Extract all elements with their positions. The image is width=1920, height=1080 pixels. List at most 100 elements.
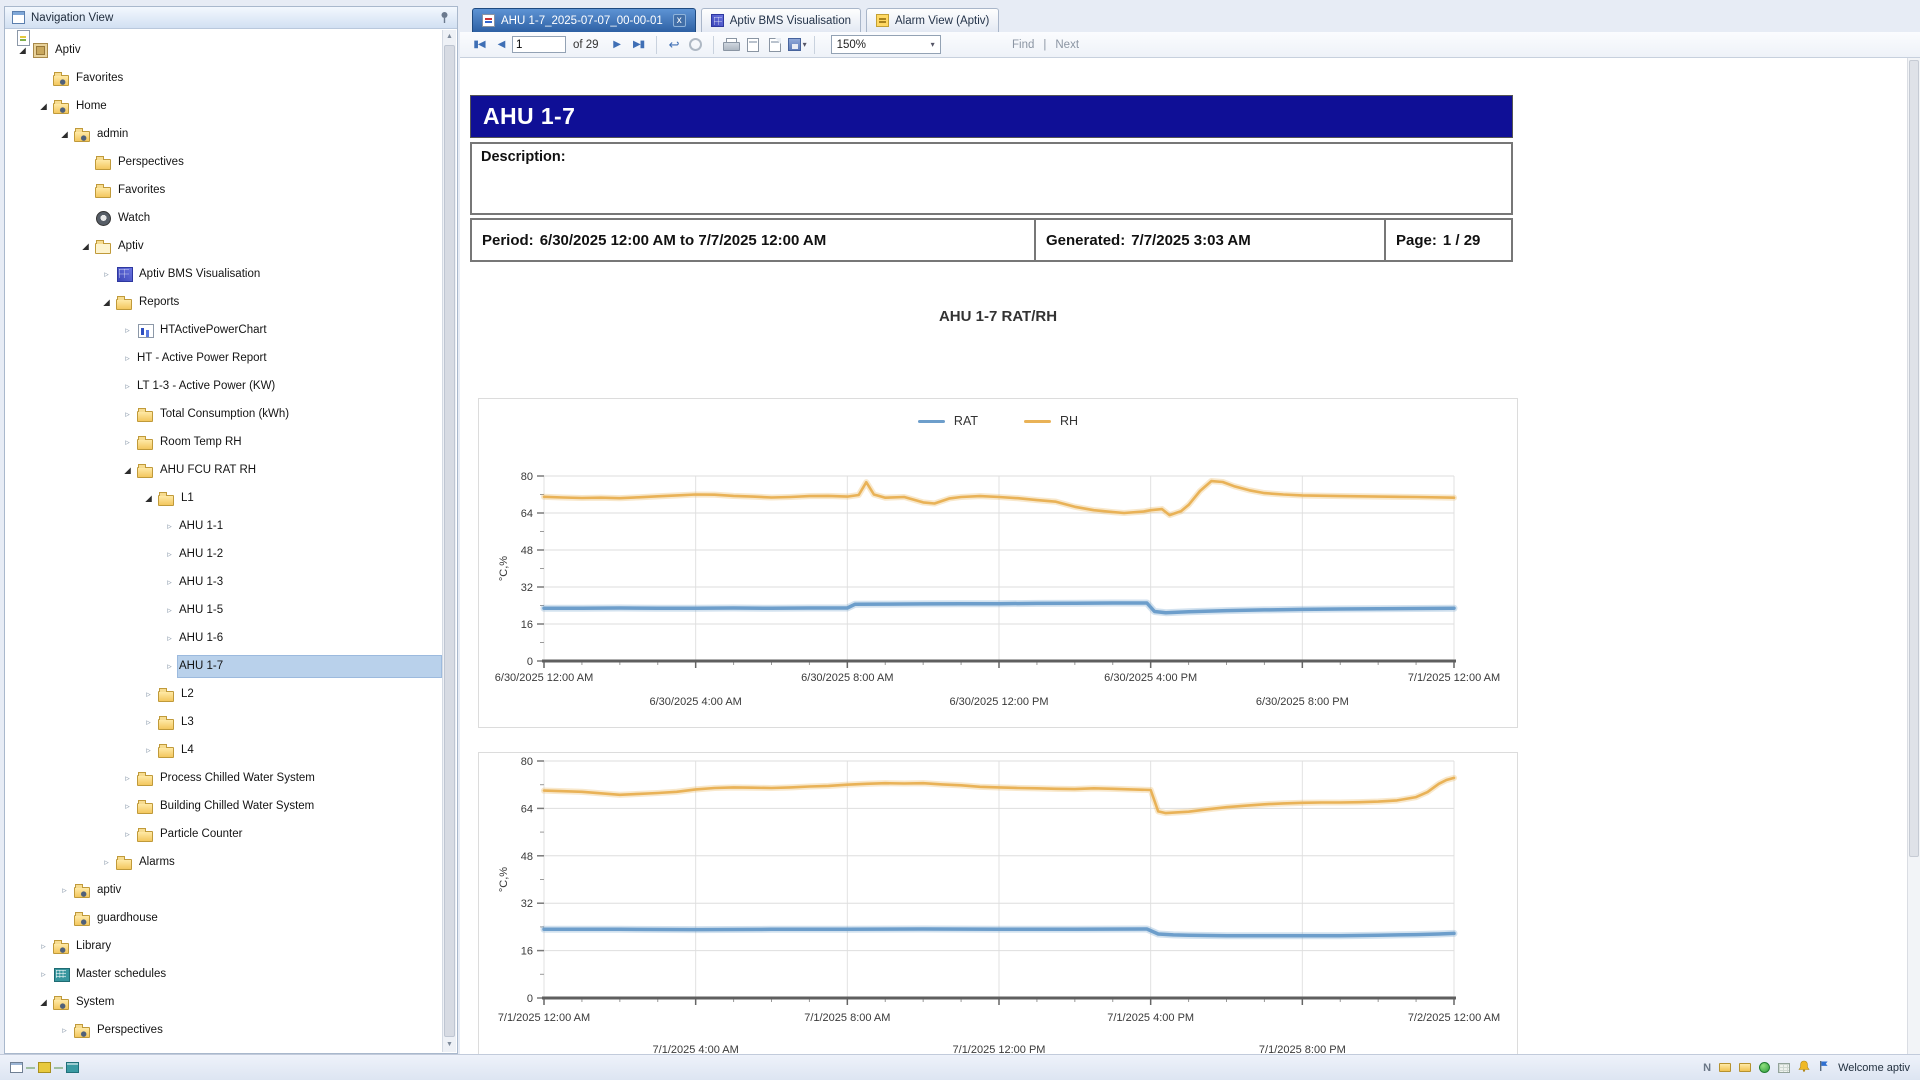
grid-status-icon[interactable] [1778, 1062, 1791, 1073]
tree-item[interactable]: ▹ L3 [5, 708, 442, 736]
flag-icon[interactable] [1818, 1060, 1830, 1075]
tree-expander-icon[interactable]: ▹ [167, 605, 172, 615]
page-number-input[interactable] [512, 36, 566, 53]
viewer-scroll-thumb[interactable] [1909, 60, 1919, 857]
tree-item[interactable]: ▹ Total Consumption (kWh) [5, 400, 442, 428]
tree-item[interactable]: ▹ AHU 1-3 [5, 30, 442, 596]
tree-expander-icon[interactable]: ▹ [146, 689, 151, 699]
tree-expander-icon[interactable]: ▹ [41, 969, 46, 979]
tree-expander-icon[interactable]: ▹ [62, 885, 67, 895]
tree-expander-icon[interactable]: ◢ [103, 297, 110, 307]
tree-expander-icon[interactable]: ▹ [167, 577, 172, 587]
tree-item[interactable]: ▹ Master schedules [5, 960, 442, 988]
tree-expander-icon[interactable]: ▹ [62, 1025, 67, 1035]
tab-close-icon[interactable]: x [672, 14, 686, 27]
tab-ahu-1-7-2025-07-07-00-00-01[interactable]: AHU 1-7_2025-07-07_00-00-01 x [472, 8, 696, 32]
tree-expander-icon[interactable]: ▹ [125, 829, 130, 839]
tree-item[interactable]: ▹ aptiv [5, 876, 442, 904]
viewer-scrollbar[interactable] [1907, 58, 1920, 1054]
tree-expander-icon[interactable]: ▹ [146, 745, 151, 755]
tree-item[interactable]: ◢ Aptiv [5, 36, 442, 64]
tree-expander-icon[interactable]: ◢ [82, 241, 89, 251]
tree-item[interactable]: ▹ Building Chilled Water System [5, 792, 442, 820]
tree-expander-icon[interactable]: ▹ [125, 409, 130, 419]
tree-expander-icon[interactable]: ▹ [104, 857, 109, 867]
tree-item[interactable]: ▹ Aptiv BMS Visualisation [5, 260, 442, 288]
tree-item[interactable]: Perspectives [5, 148, 442, 176]
zoom-select[interactable]: 150% ▾ [830, 35, 941, 54]
folder-status-icon[interactable] [1739, 1063, 1752, 1072]
tree-item[interactable]: ◢ Aptiv [5, 232, 442, 260]
scroll-down-icon[interactable]: ▼ [446, 1041, 453, 1048]
tree-expander-icon[interactable]: ▹ [167, 661, 172, 671]
tree-item[interactable]: ▹ L2 [5, 680, 442, 708]
page-setup-button[interactable] [765, 35, 785, 55]
tree-item[interactable]: ▹ Room Temp RH [5, 428, 442, 456]
tree-item[interactable]: Favorites [5, 176, 442, 204]
tree-expander-icon[interactable]: ◢ [40, 997, 47, 1007]
tree-item[interactable]: Favorites [5, 64, 442, 92]
tree-expander-icon[interactable]: ◢ [61, 129, 68, 139]
tree-item[interactable]: Watch [5, 204, 442, 232]
back-to-parent-button[interactable]: ↩ [668, 36, 680, 52]
export-button[interactable]: ▾ [787, 35, 807, 55]
tree-item[interactable]: ▹ Particle Counter [5, 820, 442, 848]
tree-expander-icon[interactable]: ▹ [125, 325, 130, 335]
tree-expander-icon[interactable]: ▹ [104, 269, 109, 279]
tree-item[interactable]: ◢ AHU FCU RAT RH [5, 456, 442, 484]
tree-item[interactable]: ▹ Perspectives [5, 1016, 442, 1044]
tree-expander-icon[interactable]: ▹ [41, 941, 46, 951]
tree-expander-icon[interactable]: ◢ [19, 45, 26, 55]
tree-item[interactable]: ◢ Reports [5, 288, 442, 316]
alarm-bell-icon[interactable] [1798, 1060, 1810, 1075]
previous-page-button[interactable]: ◀ [497, 39, 506, 50]
tree-item[interactable]: ◢ L1 [5, 484, 442, 512]
tree-item[interactable]: ▹ HT - Active Power Report [5, 30, 442, 372]
tree-item[interactable]: ▹ AHU 1-6 [5, 30, 442, 652]
tree-item[interactable]: guardhouse [5, 904, 442, 932]
tree-item[interactable]: ◢ System [5, 988, 442, 1016]
tree-item[interactable]: ▹ Process Chilled Water System [5, 764, 442, 792]
tree-expander-icon[interactable]: ◢ [145, 493, 152, 503]
tree-item[interactable]: ▹ AHU 1-2 [5, 30, 442, 568]
scroll-thumb[interactable] [444, 45, 455, 1037]
tree-expander-icon[interactable]: ▹ [125, 801, 130, 811]
tree-item[interactable]: ▹ HTActivePowerChart [5, 316, 442, 344]
tab-alarm-view-aptiv-[interactable]: Alarm View (Aptiv) [865, 8, 1000, 32]
tree-item[interactable]: ▹ AHU 1-5 [5, 30, 442, 624]
tree-expander-icon[interactable]: ▹ [125, 773, 130, 783]
tree-expander-icon[interactable]: ▹ [125, 353, 130, 363]
next-page-button[interactable]: ▶ [613, 39, 621, 50]
tree-item[interactable]: ▹ Alarms [5, 848, 442, 876]
tree-item[interactable]: ◢ admin [5, 120, 442, 148]
tree-item[interactable]: ▹ AHU 1-7 [5, 30, 442, 680]
tree-item[interactable]: ▹ Library [5, 932, 442, 960]
scroll-up-icon[interactable]: ▲ [446, 33, 453, 40]
tree-expander-icon[interactable]: ◢ [40, 101, 47, 111]
folder-status-icon[interactable] [1719, 1063, 1732, 1072]
tree-expander-icon[interactable]: ▹ [167, 633, 172, 643]
tree-expander-icon[interactable]: ◢ [124, 465, 131, 475]
tree-item[interactable]: ▹ L4 [5, 736, 442, 764]
first-page-button[interactable]: ▮◀ [473, 39, 485, 50]
tree-expander-icon[interactable]: ▹ [167, 549, 172, 559]
tree-expander-icon[interactable]: ▹ [125, 381, 130, 391]
tree-item[interactable]: ▹ AHU 1-1 [5, 30, 442, 540]
print-layout-button[interactable] [743, 35, 763, 55]
find-next-button[interactable]: Next [1055, 38, 1080, 51]
tree-expander-icon[interactable]: ▹ [125, 437, 130, 447]
print-button[interactable] [721, 35, 741, 55]
stop-refresh-button[interactable] [686, 35, 706, 55]
find-button[interactable]: Find [1012, 38, 1035, 51]
tree-expander-icon[interactable]: ▹ [167, 521, 172, 531]
pin-icon[interactable] [439, 11, 450, 24]
tree-expander-icon[interactable]: ▹ [146, 717, 151, 727]
tree-item[interactable]: ◢ Home [5, 92, 442, 120]
connection-ok-icon[interactable] [1759, 1062, 1771, 1073]
tree-item[interactable]: ▹ LT 1-3 - Active Power (KW) [5, 30, 442, 400]
tree-item-body: Total Consumption (kWh) [135, 403, 442, 426]
tree-scrollbar[interactable]: ▲ ▼ [442, 30, 456, 1052]
svg-text:7/1/2025 4:00 PM: 7/1/2025 4:00 PM [1107, 1012, 1194, 1024]
tab-aptiv-bms-visualisation[interactable]: Aptiv BMS Visualisation [700, 8, 861, 32]
last-page-button[interactable]: ▶▮ [632, 39, 645, 50]
